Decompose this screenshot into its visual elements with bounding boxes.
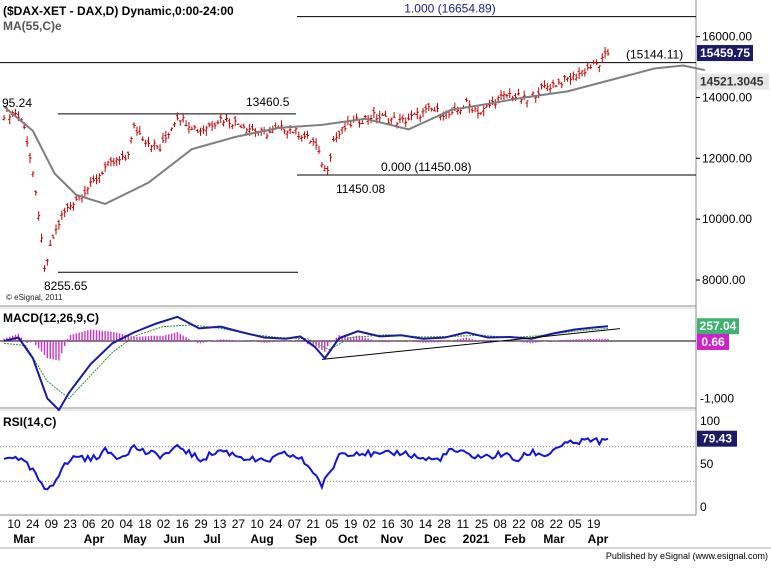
x-tick-label: 09 (45, 517, 59, 531)
macd-value-tag (697, 318, 739, 335)
x-tick-label: 05 (325, 517, 339, 531)
price-tick-label: 12000.00 (702, 151, 752, 165)
ma-label: MA(55,C)e (3, 19, 62, 33)
panel-frames (0, 0, 771, 549)
rsi-tick-label: 50 (700, 457, 714, 471)
x-tick-label: 10 (7, 517, 21, 531)
x-month-label: Mar (13, 532, 35, 546)
signal-value-label: 0.66 (701, 335, 725, 349)
price-tick-label: 14000.00 (702, 90, 752, 104)
x-tick-label: 18 (138, 517, 152, 531)
x-month-label: Aug (250, 532, 273, 546)
x-tick-label: 10 (250, 517, 264, 531)
price-ma (3, 64, 706, 206)
price-panel: ($DAX-XET - DAX,D) Dynamic,0:00-24:00 MA… (0, 2, 769, 302)
rsi-panel: RSI(14,C) 100 50 0 79.43 (0, 414, 737, 514)
macd-value-label: 257.04 (700, 319, 737, 333)
macd-trendline (321, 328, 621, 360)
x-tick-label: 30 (400, 517, 414, 531)
level-label-0: 1.000 (16654.89) (404, 2, 495, 16)
x-month-label: Mar (543, 532, 565, 546)
price-tick-label: 16000.00 (702, 30, 752, 44)
macd-title: MACD(12,26,9,C) (3, 311, 99, 325)
macd-line (3, 315, 609, 412)
x-tick-label: 13 (213, 517, 227, 531)
x-tick-label: 22 (550, 517, 564, 531)
price-tick-label: 10000.00 (702, 212, 752, 226)
x-month-label: Nov (381, 532, 404, 546)
level-label-2: 0.000 (11450.08) (381, 160, 472, 174)
price-levels: 1.000 (16654.89) (15144.11) 0.000 (11450.0… (0, 2, 696, 273)
x-month-label: Apr (84, 532, 105, 546)
rsi-value-label: 79.43 (702, 432, 732, 446)
annotation-2: 8255.65 (44, 279, 88, 293)
x-tick-label: 04 (120, 517, 134, 531)
x-month-label: Apr (588, 532, 609, 546)
x-month-label: 2021 (463, 532, 490, 546)
x-tick-label: 06 (82, 517, 96, 531)
x-tick-label: 21 (307, 517, 321, 531)
x-tick-label: 22 (512, 517, 526, 531)
rsi-content: 100 50 0 79.43 (0, 414, 737, 514)
x-month-label: Feb (504, 532, 525, 546)
ma55-line (3, 64, 706, 206)
signal-value-tag (697, 333, 729, 350)
x-tick-label: 16 (381, 517, 395, 531)
rsi-tick-label: 0 (700, 500, 707, 514)
macd-tick-label: -1,000 (700, 392, 734, 406)
x-tick-label: 20 (101, 517, 115, 531)
x-tick-label: 24 (26, 517, 40, 531)
watermark: © eSignal, 2011 (6, 293, 63, 302)
x-month-label: Jun (163, 532, 184, 546)
level-label-1: (15144.11) (626, 48, 683, 62)
x-tick-label: 11 (457, 517, 470, 531)
price-tick-label: 8000.00 (702, 273, 746, 287)
annotation-0: 13460.5 (246, 95, 290, 109)
annotation-3: 95.24 (2, 96, 32, 110)
rsi-value-tag (697, 430, 737, 447)
x-tick-label: 02 (157, 517, 171, 531)
x-tick-label: 24 (269, 517, 283, 531)
x-axis: 10 24 09 23 06 20 04 18 02 16 29 13 27 10 24 07 21 05 19 02… (7, 517, 608, 546)
x-tick-label: 19 (344, 517, 358, 531)
annotation-1: 11450.08 (336, 182, 385, 196)
rsi-title: RSI(14,C) (3, 415, 56, 429)
x-tick-label: 14 (419, 517, 433, 531)
x-tick-label: 05 (568, 517, 582, 531)
current-price-label: 15459.75 (700, 46, 750, 60)
footer-published: Published by eSignal (www.esignal.com) (606, 551, 768, 561)
x-tick-label: 08 (531, 517, 545, 531)
macd-panel: MACD(12,26,9,C) -1,000 257.04 0.66 (0, 311, 739, 412)
rsi-line (3, 436, 609, 491)
x-month-label: Sep (295, 532, 317, 546)
x-tick-label: 08 (494, 517, 508, 531)
x-tick-label: 16 (176, 517, 190, 531)
ma-value-label: 14521.3045 (700, 75, 764, 89)
ma-value-tag (697, 73, 769, 90)
x-tick-label: 28 (437, 517, 451, 531)
x-tick-label: 02 (363, 517, 377, 531)
x-month-label: Jul (203, 532, 220, 546)
price-axis: 16000.00 14000.00 12000.00 10000.00 8000.00 1… (696, 30, 769, 287)
x-month-label: Oct (338, 532, 358, 546)
x-tick-label: 19 (587, 517, 601, 531)
x-tick-label: 29 (194, 517, 208, 531)
x-tick-label: 27 (232, 517, 246, 531)
x-tick-label: 23 (63, 517, 77, 531)
macd-content: -1,000 257.04 0.66 (0, 315, 739, 412)
x-tick-label: 07 (288, 517, 302, 531)
chart-title: ($DAX-XET - DAX,D) Dynamic,0:00-24:00 (3, 4, 234, 18)
x-month-label: May (123, 532, 147, 546)
x-tick-label: 25 (475, 517, 489, 531)
price-annotations: 13460.5 11450.08 8255.65 95.24 (2, 95, 385, 293)
current-price-tag (697, 45, 753, 62)
rsi-tick-label: 100 (700, 414, 720, 428)
x-month-label: Dec (424, 532, 446, 546)
